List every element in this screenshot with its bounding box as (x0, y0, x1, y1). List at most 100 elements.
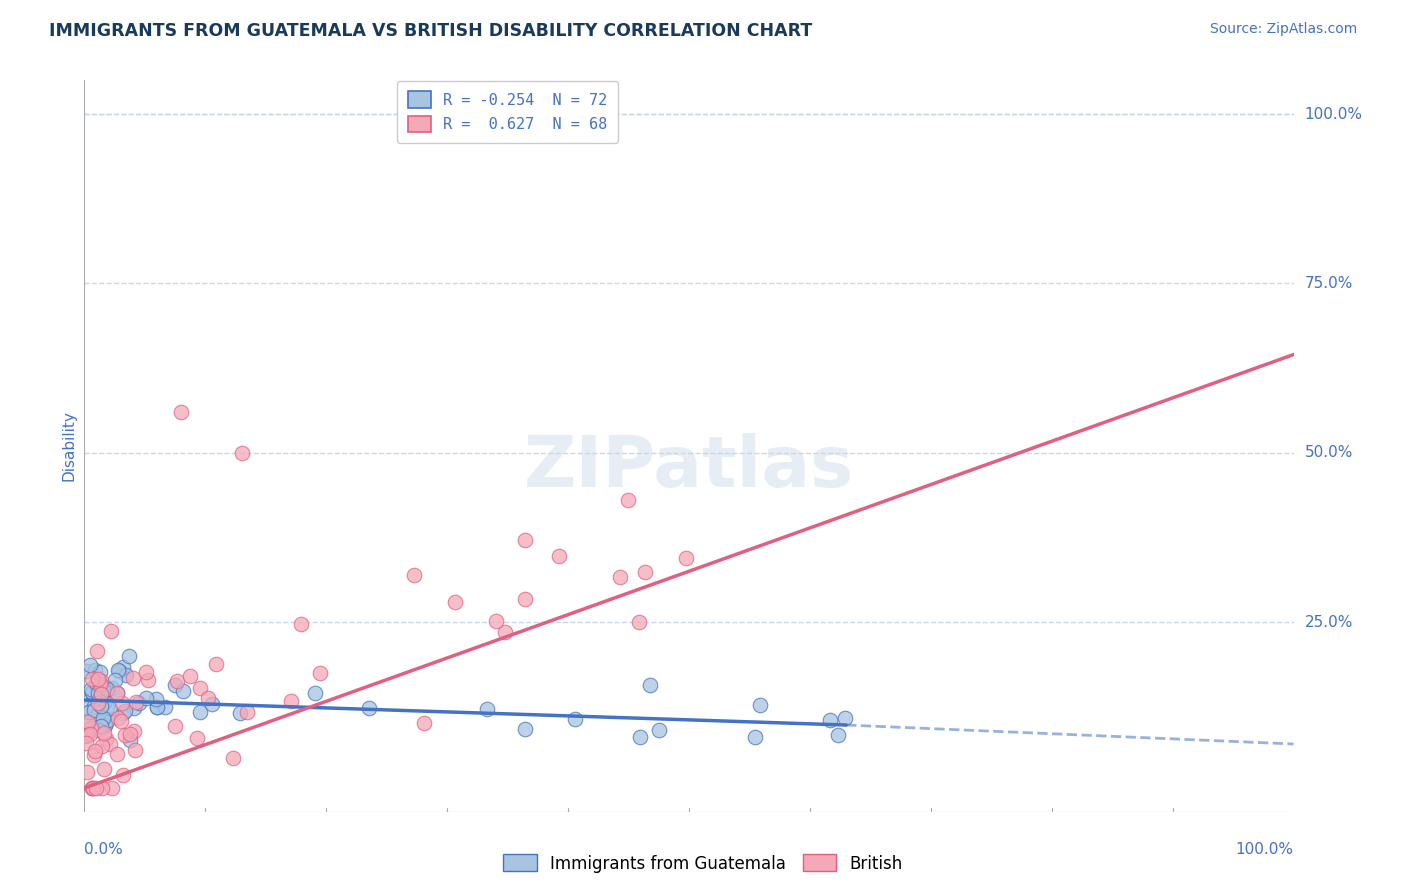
Point (146, 700, 169, 714)
Text: 100.0%: 100.0% (1305, 107, 1362, 121)
Point (128, 696, 150, 710)
Text: 100.0%: 100.0% (1236, 842, 1294, 857)
Point (96, 699, 118, 714)
Point (94, 731, 117, 746)
Point (118, 727, 141, 741)
Point (402, 568, 425, 582)
Point (638, 678, 661, 692)
Point (80, 780, 103, 795)
Point (744, 730, 766, 744)
Point (91, 679, 114, 693)
Point (477, 702, 499, 716)
Point (77, 714, 100, 729)
Text: Source: ZipAtlas.com: Source: ZipAtlas.com (1209, 22, 1357, 37)
Point (97, 712, 120, 726)
Point (186, 731, 208, 745)
Point (112, 767, 135, 781)
Point (96, 682, 118, 697)
Point (80, 686, 103, 700)
Point (82, 780, 104, 795)
Point (675, 551, 697, 566)
Text: ZIPatlas: ZIPatlas (524, 434, 853, 502)
Point (105, 686, 128, 700)
Point (94, 718, 117, 732)
Point (146, 699, 169, 714)
Point (93, 695, 115, 709)
Point (76, 728, 98, 742)
Point (122, 724, 145, 739)
Point (834, 711, 856, 725)
Point (107, 711, 129, 725)
Point (135, 691, 157, 706)
Point (89, 665, 111, 679)
Point (75, 729, 97, 743)
Point (75, 736, 97, 750)
Legend: R = -0.254  N = 72, R =  0.627  N = 68: R = -0.254 N = 72, R = 0.627 N = 68 (396, 80, 619, 143)
Point (84, 675, 107, 690)
Point (90, 739, 112, 753)
Point (357, 700, 380, 714)
Point (749, 698, 772, 712)
Point (76, 714, 98, 729)
Point (222, 751, 245, 765)
Point (104, 673, 127, 687)
Point (170, 405, 193, 419)
Point (494, 625, 516, 640)
Point (93, 726, 115, 740)
Text: 50.0%: 50.0% (1305, 445, 1353, 460)
Point (155, 699, 177, 714)
Point (304, 685, 326, 699)
Point (444, 595, 467, 609)
Point (82, 780, 104, 795)
Point (197, 691, 219, 706)
Point (114, 704, 136, 718)
Point (80, 682, 103, 697)
Point (188, 705, 211, 719)
Point (98, 738, 121, 752)
Point (90, 780, 112, 795)
Point (190, 681, 212, 695)
Point (91, 711, 114, 725)
Point (90, 673, 112, 688)
Point (79, 727, 101, 741)
Point (76, 700, 98, 714)
Point (609, 570, 631, 584)
Point (112, 660, 135, 674)
Point (827, 728, 849, 742)
Point (111, 706, 134, 720)
Point (114, 728, 136, 742)
Point (100, 624, 122, 639)
Point (236, 705, 259, 719)
Point (548, 549, 571, 563)
Point (82, 685, 104, 699)
Point (120, 733, 142, 747)
Y-axis label: Disability: Disability (60, 410, 76, 482)
Point (80, 673, 103, 687)
Point (229, 706, 252, 720)
Point (87, 707, 110, 722)
Point (280, 694, 302, 708)
Point (93, 680, 115, 694)
Point (115, 668, 138, 682)
Point (179, 669, 201, 683)
Point (87, 696, 110, 710)
Point (101, 780, 124, 795)
Point (513, 591, 536, 606)
Point (90, 699, 112, 714)
Point (77, 705, 100, 719)
Point (145, 692, 167, 706)
Point (136, 673, 159, 688)
Point (617, 493, 640, 508)
Point (79, 658, 101, 673)
Point (107, 663, 129, 677)
Point (91, 683, 114, 698)
Point (86, 672, 108, 686)
Point (308, 666, 330, 681)
Point (76, 764, 98, 779)
Point (485, 615, 508, 629)
Point (98, 701, 121, 715)
Point (231, 446, 253, 460)
Point (94, 680, 117, 694)
Point (87, 691, 110, 706)
Legend: Immigrants from Guatemala, British: Immigrants from Guatemala, British (496, 847, 910, 880)
